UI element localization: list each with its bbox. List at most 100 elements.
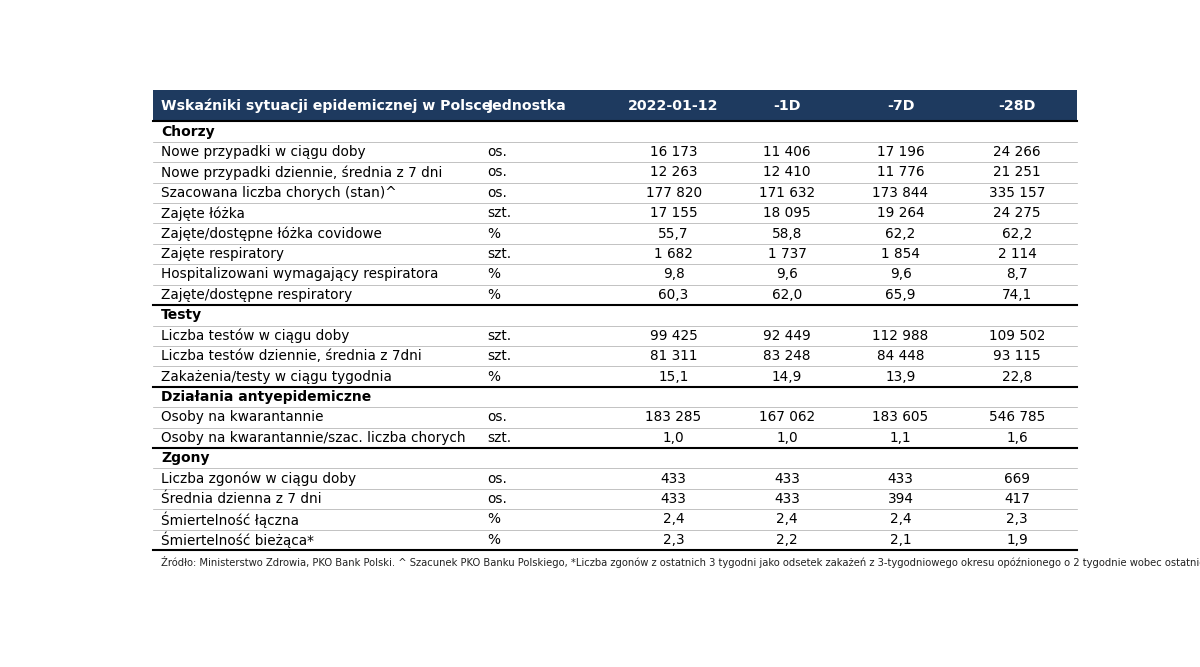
Text: 183 285: 183 285 (646, 410, 702, 424)
Bar (152, 90, 1078, 121)
Text: Zakażenia/testy w ciągu tygodnia: Zakażenia/testy w ciągu tygodnia (161, 370, 392, 384)
Text: Liczba testów dziennie, średnia z 7dni: Liczba testów dziennie, średnia z 7dni (161, 349, 422, 363)
Text: 1,6: 1,6 (1007, 431, 1028, 445)
Text: %: % (487, 227, 500, 241)
Text: Osoby na kwarantannie/szac. liczba chorych: Osoby na kwarantannie/szac. liczba chory… (161, 431, 466, 445)
Text: szt.: szt. (487, 349, 511, 363)
Text: 417: 417 (1004, 492, 1030, 506)
Text: 13,9: 13,9 (886, 370, 916, 384)
Text: 55,7: 55,7 (659, 227, 689, 241)
Text: 18 095: 18 095 (763, 206, 811, 220)
Text: Działania antyepidemiczne: Działania antyepidemiczne (161, 390, 372, 404)
Text: 9,6: 9,6 (776, 267, 798, 281)
Text: 2,3: 2,3 (662, 533, 684, 547)
Text: 58,8: 58,8 (772, 227, 803, 241)
Text: 669: 669 (1004, 472, 1031, 486)
Text: 433: 433 (774, 492, 800, 506)
Text: 12 263: 12 263 (650, 165, 697, 179)
Text: szt.: szt. (487, 206, 511, 220)
Text: Zajęte łóżka: Zajęte łóżka (161, 206, 245, 221)
Text: 9,6: 9,6 (889, 267, 911, 281)
Text: Nowe przypadki w ciągu doby: Nowe przypadki w ciągu doby (161, 145, 366, 159)
Text: %: % (487, 533, 500, 547)
Text: Śmiertelność bieżąca*: Śmiertelność bieżąca* (161, 532, 314, 548)
Text: szt.: szt. (487, 247, 511, 261)
Text: 11 406: 11 406 (763, 145, 811, 159)
Text: 335 157: 335 157 (989, 186, 1045, 200)
Text: 167 062: 167 062 (758, 410, 815, 424)
Text: 2,4: 2,4 (889, 512, 911, 526)
Text: szt.: szt. (487, 431, 511, 445)
Text: 92 449: 92 449 (763, 329, 811, 343)
Text: %: % (487, 288, 500, 302)
Text: %: % (487, 512, 500, 526)
Text: 74,1: 74,1 (1002, 288, 1032, 302)
Text: 2,3: 2,3 (1007, 512, 1028, 526)
Text: 24 275: 24 275 (994, 206, 1042, 220)
Text: 1,0: 1,0 (776, 431, 798, 445)
Text: 433: 433 (661, 472, 686, 486)
Text: Szacowana liczba chorych (stan)^: Szacowana liczba chorych (stan)^ (161, 186, 397, 200)
Text: -28D: -28D (998, 99, 1036, 113)
Text: 62,2: 62,2 (886, 227, 916, 241)
Text: os.: os. (487, 410, 508, 424)
Text: Średnia dzienna z 7 dni: Średnia dzienna z 7 dni (161, 492, 322, 506)
Text: Hospitalizowani wymagający respiratora: Hospitalizowani wymagający respiratora (161, 267, 438, 281)
Text: Osoby na kwarantannie: Osoby na kwarantannie (161, 410, 324, 424)
Text: Testy: Testy (161, 308, 203, 322)
Text: 83 248: 83 248 (763, 349, 811, 363)
Text: 173 844: 173 844 (872, 186, 929, 200)
Text: 22,8: 22,8 (1002, 370, 1032, 384)
Text: 99 425: 99 425 (649, 329, 697, 343)
Text: 9,8: 9,8 (662, 267, 684, 281)
Text: 11 776: 11 776 (877, 165, 924, 179)
Text: 14,9: 14,9 (772, 370, 803, 384)
Text: 84 448: 84 448 (877, 349, 924, 363)
Text: 394: 394 (888, 492, 913, 506)
Text: Liczba zgonów w ciągu doby: Liczba zgonów w ciągu doby (161, 472, 356, 486)
Text: 177 820: 177 820 (646, 186, 702, 200)
Text: 2,4: 2,4 (776, 512, 798, 526)
Text: 1 737: 1 737 (768, 247, 806, 261)
Text: 2 114: 2 114 (997, 247, 1037, 261)
Text: Zajęte/dostępne respiratory: Zajęte/dostępne respiratory (161, 288, 353, 302)
Text: 81 311: 81 311 (650, 349, 697, 363)
Text: 8,7: 8,7 (1007, 267, 1028, 281)
Text: Śmiertelność łączna: Śmiertelność łączna (161, 511, 299, 528)
Text: 17 196: 17 196 (877, 145, 924, 159)
Text: 1,0: 1,0 (662, 431, 684, 445)
Text: 2022-01-12: 2022-01-12 (629, 99, 719, 113)
Text: Nowe przypadki dziennie, średnia z 7 dni: Nowe przypadki dziennie, średnia z 7 dni (161, 165, 443, 179)
Text: Zgony: Zgony (161, 451, 210, 465)
Text: 65,9: 65,9 (886, 288, 916, 302)
Text: Wskaźniki sytuacji epidemicznej w Polsce: Wskaźniki sytuacji epidemicznej w Polsce (161, 99, 492, 113)
Text: 17 155: 17 155 (649, 206, 697, 220)
Text: 2,2: 2,2 (776, 533, 798, 547)
Text: 183 605: 183 605 (872, 410, 929, 424)
Text: 109 502: 109 502 (989, 329, 1045, 343)
Text: 15,1: 15,1 (659, 370, 689, 384)
Text: szt.: szt. (487, 329, 511, 343)
Text: 12 410: 12 410 (763, 165, 811, 179)
Text: 1,9: 1,9 (1007, 533, 1028, 547)
Text: %: % (487, 267, 500, 281)
Text: 171 632: 171 632 (758, 186, 815, 200)
Text: 19 264: 19 264 (877, 206, 924, 220)
Text: Chorzy: Chorzy (161, 125, 215, 139)
Text: 2,4: 2,4 (662, 512, 684, 526)
Text: 60,3: 60,3 (659, 288, 689, 302)
Text: 1 682: 1 682 (654, 247, 694, 261)
Text: 433: 433 (661, 492, 686, 506)
Text: 433: 433 (888, 472, 913, 486)
Text: os.: os. (487, 145, 508, 159)
Text: 546 785: 546 785 (989, 410, 1045, 424)
Text: 16 173: 16 173 (650, 145, 697, 159)
Text: 112 988: 112 988 (872, 329, 929, 343)
Text: Jednostka: Jednostka (487, 99, 566, 113)
Text: %: % (487, 370, 500, 384)
Text: -7D: -7D (887, 99, 914, 113)
Text: os.: os. (487, 186, 508, 200)
Text: os.: os. (487, 492, 508, 506)
Text: Zajęte/dostępne łóżka covidowe: Zajęte/dostępne łóżka covidowe (161, 226, 382, 241)
Text: Źródło: Ministerstwo Zdrowia, PKO Bank Polski. ^ Szacunek PKO Banku Polskiego, *: Źródło: Ministerstwo Zdrowia, PKO Bank P… (161, 556, 1200, 568)
